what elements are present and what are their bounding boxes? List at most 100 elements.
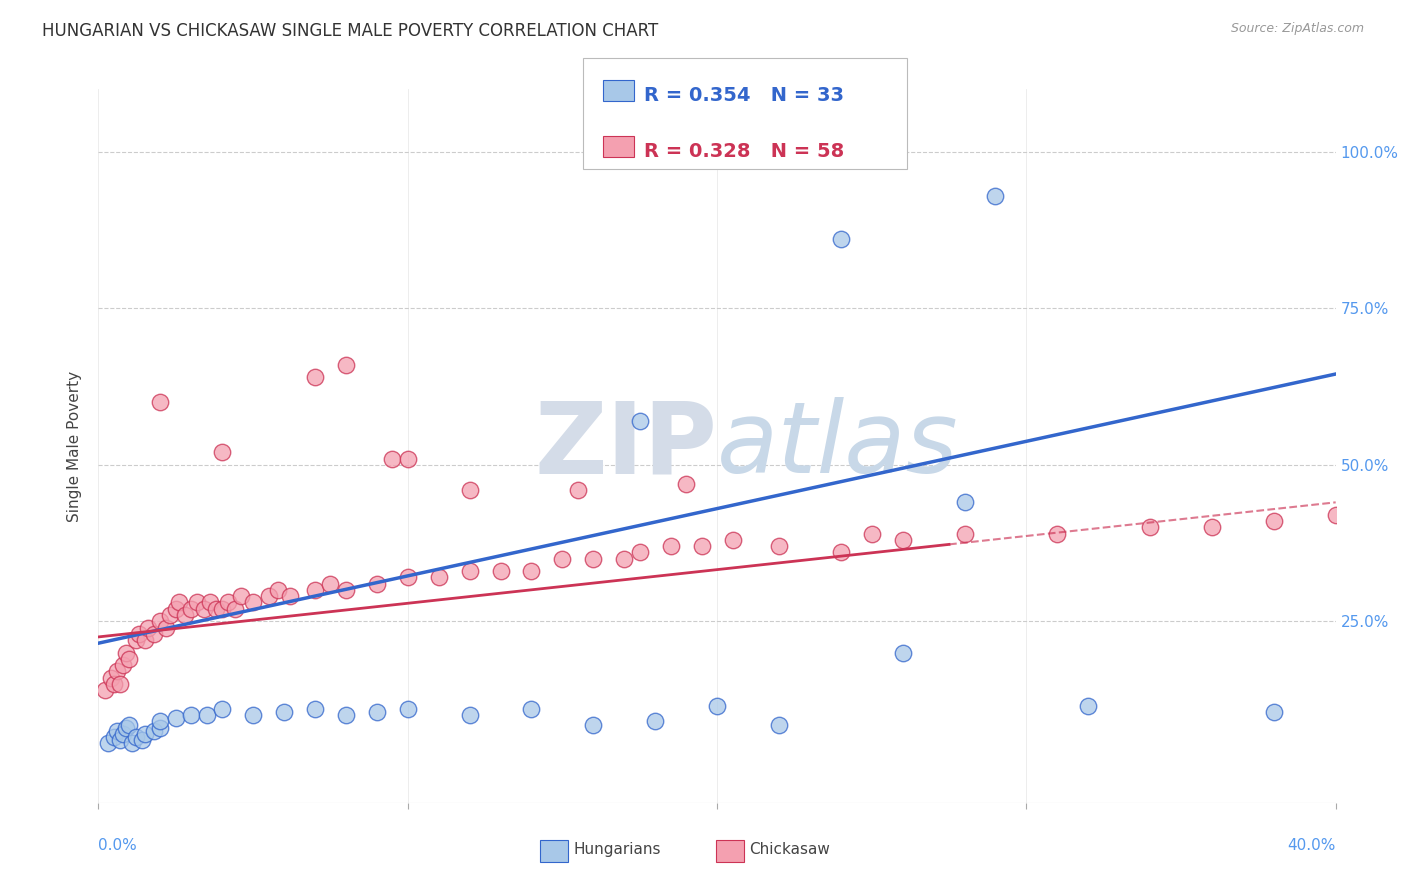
Point	[167, 595, 190, 609]
Point	[134, 727, 156, 741]
Point	[195, 708, 218, 723]
Point	[108, 733, 131, 747]
Point	[644, 714, 666, 729]
Point	[211, 445, 233, 459]
Y-axis label: Single Male Poverty: Single Male Poverty	[67, 370, 83, 522]
Point	[830, 545, 852, 559]
Point	[124, 730, 146, 744]
Text: 40.0%: 40.0%	[1288, 838, 1336, 854]
Point	[149, 721, 172, 735]
Point	[186, 595, 208, 609]
Point	[304, 582, 326, 597]
Point	[458, 708, 481, 723]
Point	[335, 358, 357, 372]
Point	[134, 633, 156, 648]
Point	[143, 723, 166, 738]
Text: R = 0.328   N = 58: R = 0.328 N = 58	[644, 142, 844, 161]
Point	[830, 232, 852, 246]
Point	[891, 533, 914, 547]
Point	[217, 595, 239, 609]
Point	[136, 621, 159, 635]
Point	[211, 702, 233, 716]
Point	[304, 702, 326, 716]
Point	[1263, 514, 1285, 528]
Point	[155, 621, 177, 635]
Point	[198, 595, 221, 609]
Point	[242, 595, 264, 609]
Point	[304, 370, 326, 384]
Text: 0.0%: 0.0%	[98, 838, 138, 854]
Point	[396, 702, 419, 716]
Point	[984, 188, 1007, 202]
Point	[112, 727, 135, 741]
Point	[582, 551, 605, 566]
Point	[458, 564, 481, 578]
Point	[118, 652, 141, 666]
Point	[180, 708, 202, 723]
Point	[278, 589, 301, 603]
Point	[551, 551, 574, 566]
Point	[1077, 698, 1099, 713]
Text: R = 0.354   N = 33: R = 0.354 N = 33	[644, 86, 844, 104]
Point	[427, 570, 450, 584]
Text: Source: ZipAtlas.com: Source: ZipAtlas.com	[1230, 22, 1364, 36]
Point	[118, 717, 141, 731]
Point	[159, 607, 181, 622]
Point	[768, 717, 790, 731]
Point	[242, 708, 264, 723]
Point	[128, 627, 150, 641]
Point	[706, 698, 728, 713]
Point	[768, 539, 790, 553]
Point	[121, 736, 143, 750]
Text: Hungarians: Hungarians	[574, 842, 661, 856]
Point	[105, 665, 128, 679]
Point	[381, 451, 404, 466]
Point	[174, 607, 197, 622]
Point	[1139, 520, 1161, 534]
Text: atlas: atlas	[717, 398, 959, 494]
Point	[100, 671, 122, 685]
Point	[103, 730, 125, 744]
Point	[180, 601, 202, 615]
Point	[366, 705, 388, 719]
Point	[112, 658, 135, 673]
Point	[1046, 526, 1069, 541]
Point	[567, 483, 589, 497]
Point	[149, 714, 172, 729]
Point	[1324, 508, 1347, 522]
Point	[108, 677, 131, 691]
Point	[366, 576, 388, 591]
Text: ZIP: ZIP	[534, 398, 717, 494]
Point	[489, 564, 512, 578]
Point	[93, 683, 115, 698]
Point	[131, 733, 153, 747]
Point	[115, 646, 138, 660]
Point	[193, 601, 215, 615]
Point	[124, 633, 146, 648]
Point	[229, 589, 252, 603]
Point	[273, 705, 295, 719]
Point	[257, 589, 280, 603]
Point	[205, 601, 228, 615]
Point	[628, 545, 651, 559]
Point	[953, 495, 976, 509]
Point	[860, 526, 883, 541]
Point	[953, 526, 976, 541]
Point	[396, 451, 419, 466]
Point	[115, 721, 138, 735]
Point	[165, 601, 187, 615]
Point	[211, 601, 233, 615]
Point	[582, 717, 605, 731]
Point	[165, 711, 187, 725]
Point	[267, 582, 290, 597]
Text: HUNGARIAN VS CHICKASAW SINGLE MALE POVERTY CORRELATION CHART: HUNGARIAN VS CHICKASAW SINGLE MALE POVER…	[42, 22, 658, 40]
Point	[396, 570, 419, 584]
Point	[520, 702, 543, 716]
Point	[891, 646, 914, 660]
Point	[659, 539, 682, 553]
Point	[105, 723, 128, 738]
Text: Chickasaw: Chickasaw	[749, 842, 831, 856]
Point	[613, 551, 636, 566]
Point	[690, 539, 713, 553]
Point	[103, 677, 125, 691]
